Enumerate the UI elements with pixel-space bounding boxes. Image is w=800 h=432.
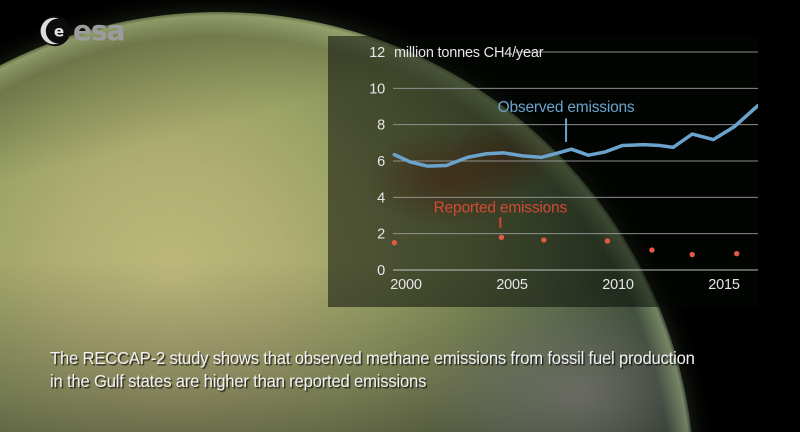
chart-panel: 0 2 4 6 8 10 12 million tonnes CH4/year 2000 2005… <box>328 36 758 307</box>
reported-emissions-point <box>734 250 740 257</box>
x-tick-label: 2005 <box>496 277 528 293</box>
esa-emblem-icon: e <box>39 15 71 47</box>
y-tick-label: 12 <box>369 45 385 61</box>
svg-text:e: e <box>54 23 64 41</box>
x-tick-label: 2010 <box>602 277 634 293</box>
caption-line-1: The RECCAP-2 study shows that observed m… <box>50 348 695 368</box>
reported-emissions-point <box>604 238 611 244</box>
caption: The RECCAP-2 study shows that observed m… <box>50 347 695 392</box>
emissions-chart: 0 2 4 6 8 10 12 million tonnes CH4/year 2000 2005… <box>369 45 758 293</box>
x-tick-label: 2015 <box>708 277 740 293</box>
y-tick-label: 8 <box>377 118 385 134</box>
y-axis-unit-label: million tonnes CH4/year <box>394 45 544 61</box>
reported-emissions-point <box>649 247 655 253</box>
observed-emissions-line <box>392 103 758 168</box>
caption-line-2: in the Gulf states are higher than repor… <box>50 370 427 391</box>
y-tick-label: 0 <box>377 263 385 279</box>
reported-emissions-point <box>689 251 695 258</box>
reported-emissions-point <box>498 234 505 240</box>
esa-logo: e esa <box>39 14 126 47</box>
series-annotation-label: Observed emissions <box>498 99 635 116</box>
esa-wordmark: esa <box>73 14 126 47</box>
y-tick-label: 2 <box>377 227 385 243</box>
x-tick-label: 2000 <box>390 277 422 293</box>
reported-emissions-point <box>391 240 398 246</box>
reported-emissions-point <box>541 237 547 243</box>
y-tick-label: 4 <box>377 190 385 206</box>
y-tick-label: 6 <box>377 154 385 170</box>
series-annotation-label: Reported emissions <box>434 199 568 216</box>
y-tick-label: 10 <box>369 81 385 97</box>
